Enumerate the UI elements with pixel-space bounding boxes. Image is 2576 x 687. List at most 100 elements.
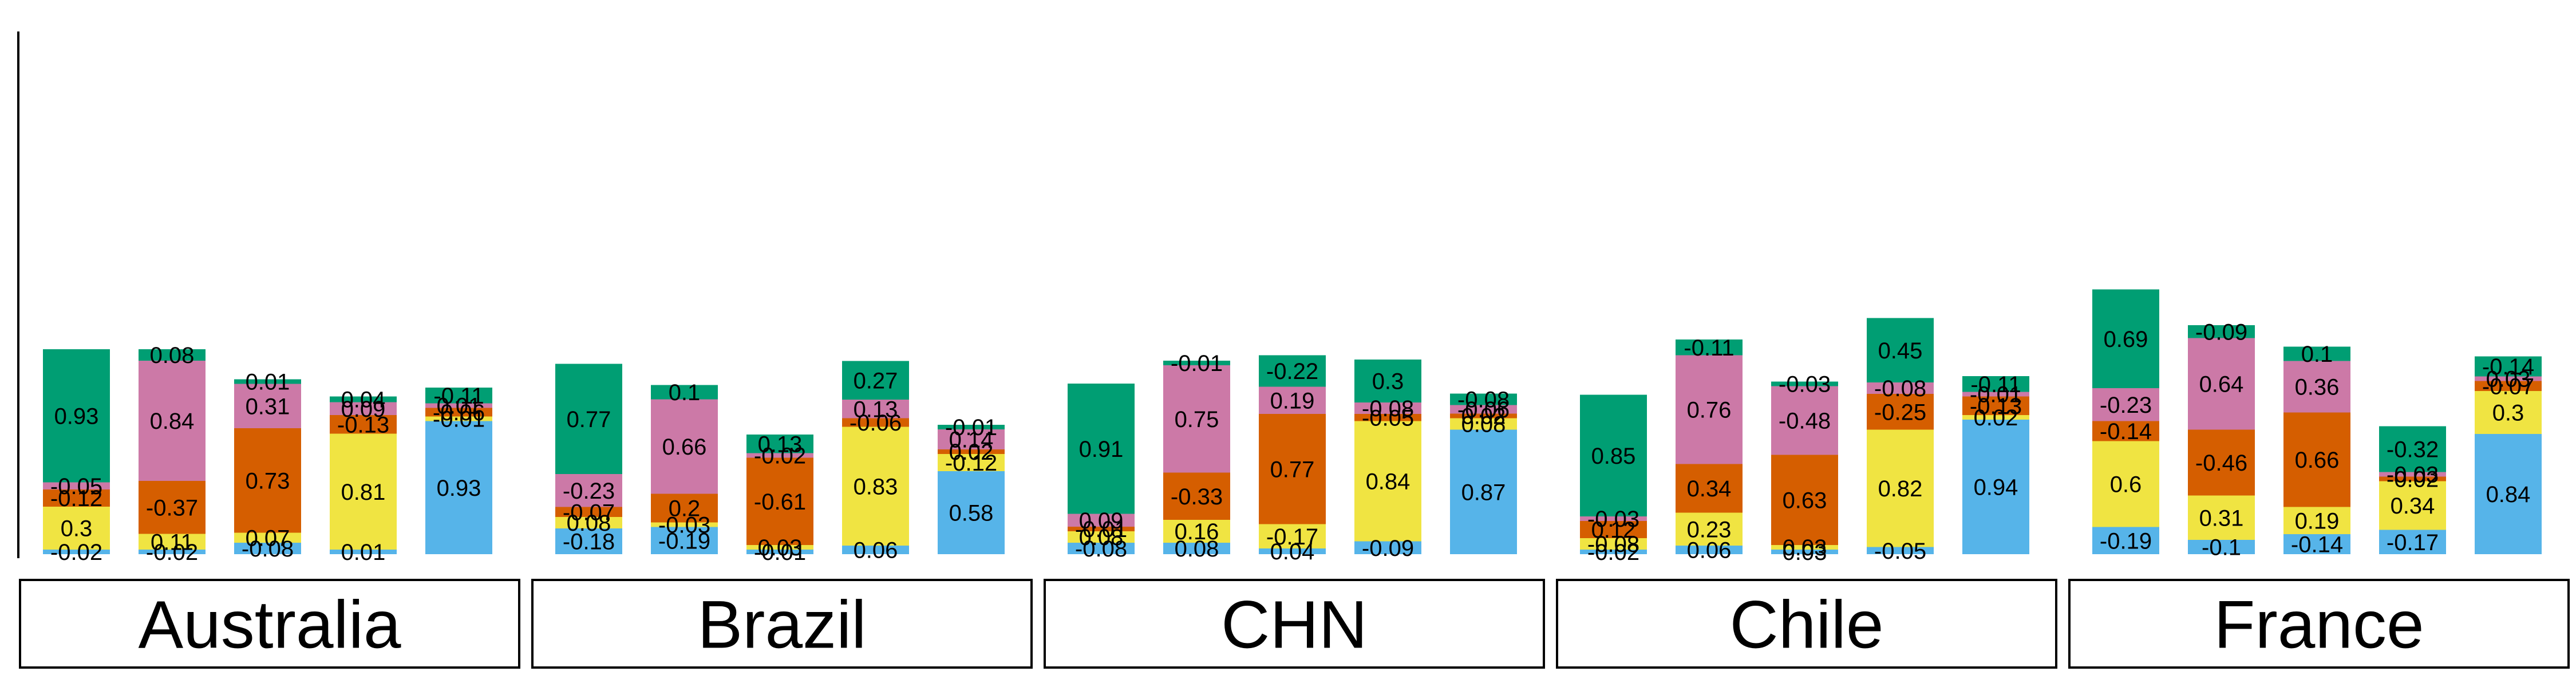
bar-segment-chn-2-blue	[1163, 543, 1230, 554]
bar-segment-chile-1-orange	[1580, 521, 1647, 538]
segment-labels-layer: -0.020.3-0.12-0.050.93-0.020.11-0.370.84…	[50, 319, 2534, 565]
bar-segment-brazil-5-yellow	[938, 454, 1005, 471]
segment-value-label: -0.02	[2387, 467, 2439, 492]
bar-segment-chile-5-blue	[1962, 420, 2029, 554]
bar-segment-france-1-green	[2092, 289, 2159, 388]
bars-layer	[43, 289, 2542, 554]
bar-segment-france-2-yellow	[2188, 495, 2255, 540]
segment-value-label: 0.36	[2295, 375, 2340, 400]
segment-value-label: 0.1	[669, 380, 701, 405]
bar-segment-australia-3-blue	[234, 543, 301, 554]
segment-value-label: -0.06	[433, 400, 485, 425]
bar-segment-brazil-5-blue	[938, 471, 1005, 554]
segment-value-label: 0.03	[1783, 535, 1827, 560]
bar-segment-australia-3-yellow	[234, 532, 301, 543]
segment-value-label: -0.14	[2100, 419, 2152, 444]
bar-segment-brazil-3-blue	[746, 550, 813, 554]
bar-segment-chn-2-pink	[1163, 365, 1230, 473]
segment-value-label: 0.1	[2301, 342, 2333, 367]
segment-value-label: 0.08	[1175, 536, 1219, 562]
bar-segment-france-5-green	[2475, 356, 2542, 377]
bar-segment-australia-2-orange	[139, 481, 206, 534]
bar-segment-chn-5-yellow	[1450, 418, 1517, 430]
segment-value-label: -0.03	[2387, 463, 2439, 488]
segment-value-label: -0.01	[945, 415, 997, 440]
segment-value-label: -0.06	[1457, 397, 1510, 423]
bar-segment-chile-4-pink	[1867, 382, 1934, 394]
bar-segment-brazil-4-yellow	[842, 427, 909, 546]
bar-segment-chn-4-yellow	[1354, 421, 1421, 542]
bar-segment-chile-2-blue	[1676, 546, 1743, 554]
bar-segment-france-4-blue	[2379, 530, 2446, 554]
bar-segment-chn-3-green	[1259, 355, 1326, 387]
segment-value-label: 0.13	[758, 432, 803, 457]
bar-segment-brazil-4-green	[842, 361, 909, 400]
segment-value-label: -0.05	[50, 474, 102, 499]
segment-value-label: 0.91	[1079, 437, 1124, 462]
segment-value-label: 0.19	[2295, 508, 2340, 534]
segment-value-label: -0.07	[563, 500, 615, 525]
segment-value-label: 0.08	[1461, 412, 1506, 437]
bar-segment-chile-2-yellow	[1676, 512, 1743, 546]
segment-value-label: 0.76	[1687, 398, 1732, 423]
segment-value-label: -0.25	[1874, 400, 1926, 425]
bar-segment-chile-4-blue	[1867, 547, 1934, 554]
segment-value-label: -0.01	[1171, 351, 1223, 376]
bar-segment-brazil-3-yellow	[746, 545, 813, 550]
country-panel-france	[2068, 579, 2570, 669]
segment-value-label: 0.85	[1591, 444, 1636, 469]
bar-segment-chn-4-orange	[1354, 414, 1421, 421]
bar-segment-chile-5-green	[1962, 376, 2029, 392]
bar-segment-france-2-pink	[2188, 338, 2255, 430]
segment-value-label: 0.04	[1270, 539, 1315, 564]
country-label-chn: CHN	[1221, 587, 1368, 663]
segment-value-label: -0.03	[658, 513, 710, 538]
bar-segment-chile-1-yellow	[1580, 538, 1647, 550]
segment-value-label: 0.14	[949, 428, 994, 453]
segment-value-label: -0.22	[1266, 359, 1318, 384]
bar-segment-brazil-3-pink	[746, 453, 813, 458]
bar-segment-brazil-4-orange	[842, 418, 909, 427]
segment-value-label: 0.01	[437, 394, 481, 419]
segment-value-label: 0.03	[758, 535, 803, 560]
segment-value-label: 0.69	[2104, 327, 2148, 352]
bar-segment-france-5-pink	[2475, 376, 2542, 381]
segment-value-label: -0.13	[1970, 394, 2022, 419]
segment-value-label: 0.81	[341, 480, 386, 505]
bar-segment-france-3-yellow	[2283, 507, 2350, 534]
segment-value-label: -0.19	[2100, 528, 2152, 554]
bar-segment-chn-3-pink	[1259, 386, 1326, 414]
bar-segment-france-1-blue	[2092, 527, 2159, 554]
bar-segment-australia-2-blue	[139, 550, 206, 554]
segment-value-label: -0.08	[1874, 376, 1926, 401]
bar-segment-chile-5-yellow	[1962, 415, 2029, 420]
segment-value-label: 0.58	[949, 501, 994, 526]
segment-value-label: -0.13	[337, 412, 389, 437]
bar-segment-brazil-5-pink	[938, 429, 1005, 449]
segment-value-label: -0.01	[1075, 517, 1127, 542]
segment-value-label: -0.17	[1266, 524, 1318, 550]
bar-segment-brazil-2-yellow	[651, 522, 718, 527]
bar-segment-chile-3-orange	[1771, 455, 1838, 545]
bar-segment-france-2-orange	[2188, 429, 2255, 496]
segment-value-label: 0.84	[150, 409, 195, 434]
segment-value-label: 0.64	[2199, 372, 2244, 397]
segment-value-label: 0.82	[1878, 476, 1923, 502]
bar-segment-brazil-1-yellow	[555, 517, 622, 528]
segment-value-label: -0.06	[850, 410, 902, 436]
segment-value-label: 0.04	[341, 388, 386, 413]
segment-value-label: 0.02	[949, 440, 994, 465]
bar-segment-france-2-green	[2188, 325, 2255, 338]
country-label-chile: Chile	[1730, 587, 1884, 663]
segment-value-label: -0.08	[1587, 532, 1639, 557]
bar-segment-chile-5-pink	[1962, 392, 2029, 397]
bar-segment-australia-5-orange	[425, 408, 492, 417]
segment-value-label: 0.01	[246, 370, 290, 395]
bar-segment-australia-2-yellow	[139, 534, 206, 550]
segment-value-label: 0.08	[1079, 525, 1124, 550]
segment-value-label: -0.61	[754, 489, 806, 515]
segment-value-label: 0.08	[150, 343, 195, 368]
bar-segment-chn-1-green	[1068, 384, 1135, 514]
bar-segment-chile-2-orange	[1676, 464, 1743, 513]
